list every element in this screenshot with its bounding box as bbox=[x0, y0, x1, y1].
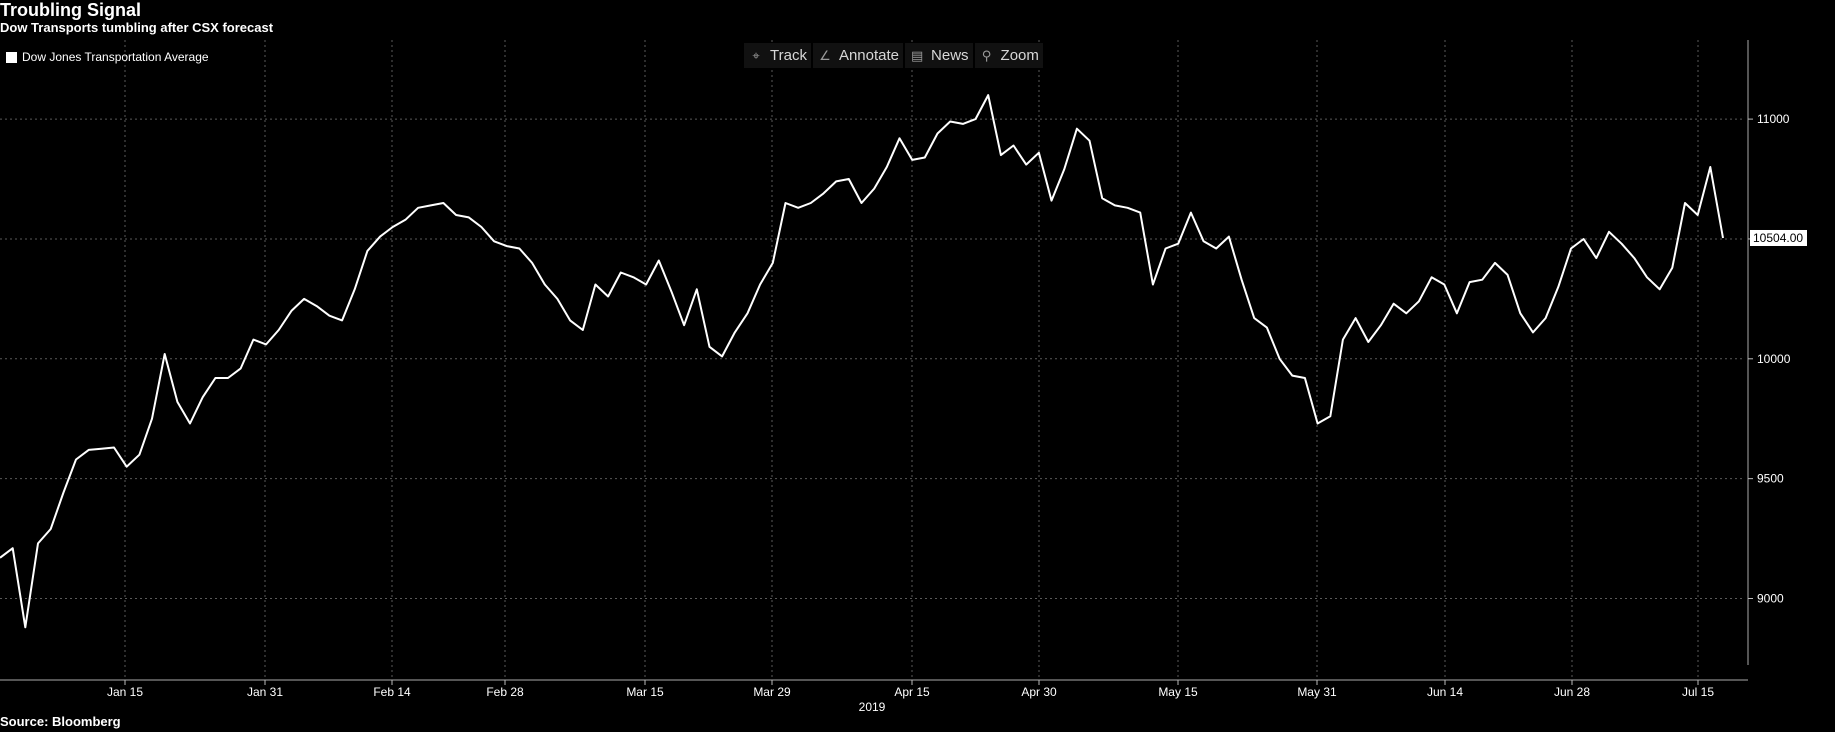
y-tick-label: 9500 bbox=[1757, 472, 1784, 486]
axes bbox=[0, 40, 1749, 681]
last-value-marker: 10504.00 bbox=[1750, 229, 1807, 246]
x-tick-label: Jun 14 bbox=[1427, 685, 1463, 699]
y-tick-label: 9000 bbox=[1757, 592, 1784, 606]
grid bbox=[0, 40, 1745, 680]
crosshair-icon: ⌖ bbox=[752, 47, 760, 63]
x-tick-label: Jun 28 bbox=[1554, 685, 1590, 699]
x-tick-label: Jan 31 bbox=[247, 685, 283, 699]
x-tick-label: Feb 28 bbox=[486, 685, 524, 699]
x-tick-label: Apr 15 bbox=[894, 685, 930, 699]
x-tick-label: Feb 14 bbox=[373, 685, 411, 699]
chart-title: Troubling Signal bbox=[0, 0, 141, 20]
x-axis-year-label: 2019 bbox=[859, 700, 886, 714]
x-tick-label: Mar 15 bbox=[626, 685, 664, 699]
chart-subtitle: Dow Transports tumbling after CSX foreca… bbox=[0, 20, 274, 35]
y-tick-label: 11000 bbox=[1757, 112, 1790, 126]
news-button-label: News bbox=[931, 47, 969, 64]
x-tick-label: May 31 bbox=[1297, 685, 1337, 699]
legend[interactable]: Dow Jones Transportation Average bbox=[6, 50, 209, 64]
y-tick-label: 10000 bbox=[1757, 352, 1791, 366]
zoom-icon: ⚲ bbox=[981, 47, 992, 63]
news-button[interactable]: ▤ News bbox=[905, 43, 973, 68]
annotate-button-label: Annotate bbox=[838, 47, 900, 64]
x-axis-ticks: Jan 15 Jan 31 Feb 14 Feb 28 Mar 15 Mar 29 Apr … bbox=[107, 680, 1714, 699]
x-tick-label: Jul 15 bbox=[1682, 685, 1714, 699]
x-tick-label: Mar 29 bbox=[753, 685, 791, 699]
track-button[interactable]: ⌖ Track bbox=[744, 43, 811, 68]
zoom-button[interactable]: ⚲ Zoom bbox=[974, 43, 1043, 68]
news-icon: ▤ bbox=[911, 47, 924, 63]
annotate-button[interactable]: ∠ Annotate bbox=[812, 43, 904, 68]
last-value-label: 10504.00 bbox=[1753, 231, 1803, 245]
track-button-label: Track bbox=[770, 47, 807, 64]
series-line-dow-jones-transportation-average bbox=[0, 94, 1724, 629]
x-tick-label: Jan 15 bbox=[107, 685, 143, 699]
x-tick-label: May 15 bbox=[1158, 685, 1198, 699]
last-value-box bbox=[1750, 229, 1807, 246]
source-note: Source: Bloomberg bbox=[0, 714, 121, 729]
x-tick-label: Apr 30 bbox=[1021, 685, 1057, 699]
chart-toolbar: ⌖ Track ∠ Annotate ▤ News ⚲ Zoom bbox=[744, 43, 1043, 68]
pencil-icon: ∠ bbox=[819, 47, 831, 63]
zoom-button-label: Zoom bbox=[1000, 47, 1039, 64]
legend-swatch bbox=[6, 51, 17, 63]
legend-label: Dow Jones Transportation Average bbox=[22, 50, 209, 64]
y-axis-ticks: 90009500100001050011000 bbox=[1748, 112, 1791, 606]
